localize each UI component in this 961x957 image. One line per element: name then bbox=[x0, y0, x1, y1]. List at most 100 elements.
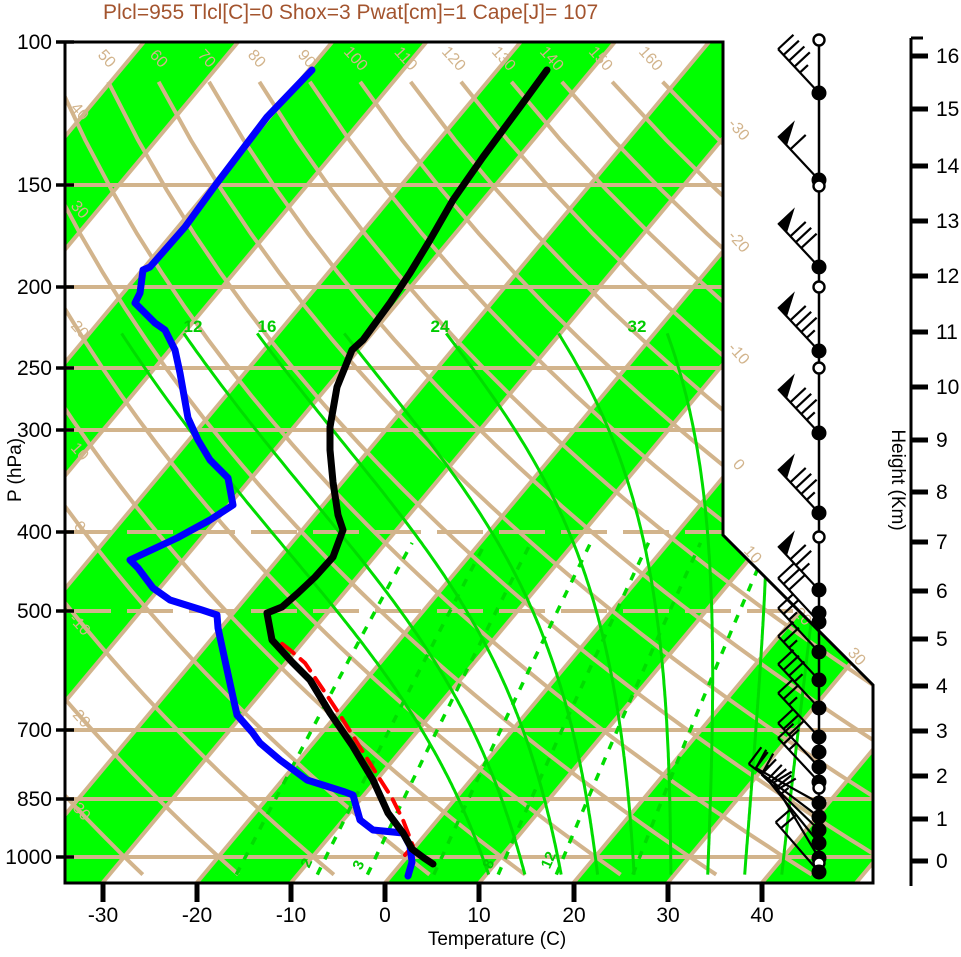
wind-barb-half bbox=[799, 64, 809, 74]
tick-label: 12 bbox=[936, 265, 959, 288]
tick-label: 14 bbox=[936, 155, 960, 178]
pressure-axis-label: P (hPa) bbox=[5, 437, 26, 503]
wind-barb-full bbox=[769, 768, 787, 784]
wind-level-circle bbox=[812, 280, 826, 294]
dry-adiabat-line bbox=[358, 80, 873, 877]
wind-barb-full bbox=[795, 473, 812, 489]
wind-barb-shaft bbox=[777, 306, 820, 352]
wind-level-dot bbox=[811, 835, 827, 851]
isotherm-line bbox=[289, 42, 873, 883]
wind-barb-full bbox=[777, 562, 795, 579]
wind-barb-full bbox=[789, 221, 807, 238]
tick-label: 10 bbox=[467, 904, 490, 927]
tick-label: 150 bbox=[17, 174, 52, 197]
wind-barb-shaft bbox=[755, 767, 820, 804]
wind-barb-full bbox=[777, 33, 795, 50]
wind-barb-full bbox=[782, 598, 800, 615]
wind-barb-full bbox=[760, 758, 777, 776]
wind-barb-half bbox=[793, 673, 804, 683]
wind-level-dot bbox=[811, 644, 827, 660]
tick-label: 9 bbox=[936, 429, 948, 452]
chart-title: Plcl=955 Tlcl[C]=0 Shox=3 Pwat[cm]=1 Cap… bbox=[103, 1, 599, 24]
moist-adiabat-line bbox=[343, 332, 600, 875]
height-axis-label: Height (Km) bbox=[887, 429, 908, 531]
wind-level-dot bbox=[811, 809, 827, 825]
tick-label: 850 bbox=[17, 788, 52, 811]
dry-adiabat-line bbox=[65, 81, 336, 877]
wind-barb-half bbox=[800, 562, 811, 572]
wind-barb-flag bbox=[778, 453, 795, 479]
moist-adiabat-line bbox=[557, 332, 673, 875]
wind-barb-flag bbox=[778, 291, 795, 317]
wind-barb-full bbox=[795, 393, 812, 409]
wind-barb-shaft bbox=[777, 737, 820, 783]
x-tick bbox=[288, 884, 294, 902]
x-tick bbox=[759, 884, 765, 902]
tick-label: 1000 bbox=[5, 846, 52, 869]
wind-barb-shaft bbox=[777, 222, 820, 268]
dewpoint-curve bbox=[126, 66, 416, 880]
tick-label: 300 bbox=[17, 419, 52, 442]
wind-barb-full bbox=[777, 592, 795, 609]
wind-barb-full bbox=[782, 568, 800, 585]
wind-barb-full bbox=[782, 626, 800, 643]
wind-barb-half bbox=[788, 696, 798, 706]
wind-barb-full bbox=[780, 813, 798, 830]
grid-label: 12 bbox=[538, 849, 560, 871]
grid-label: 160 bbox=[635, 43, 666, 74]
wind-level-dot bbox=[811, 795, 827, 811]
wind-barb-flag bbox=[778, 207, 795, 233]
wind-barb-full bbox=[782, 683, 800, 700]
sounding-curves bbox=[126, 66, 551, 880]
wind-barb-flag bbox=[778, 373, 795, 399]
wind-barb-shaft bbox=[777, 635, 820, 681]
wind-barb-full bbox=[789, 544, 807, 561]
wind-level-circle bbox=[812, 361, 826, 375]
wind-barb-half bbox=[805, 329, 816, 339]
grid-label: 120 bbox=[438, 43, 469, 74]
isotherm-line bbox=[100, 42, 805, 883]
isotherm-line bbox=[65, 42, 428, 883]
tick-label: 15 bbox=[936, 98, 959, 121]
wind-barb-shaft bbox=[772, 782, 820, 859]
wind-barb-half bbox=[805, 491, 816, 501]
wind-level-dot bbox=[811, 582, 827, 598]
wind-barb-half bbox=[805, 411, 816, 421]
wind-barb-shaft bbox=[769, 781, 820, 844]
wind-barb-full bbox=[795, 550, 812, 566]
x-tick bbox=[100, 884, 106, 902]
axes: -30 -20 -10 0 10 20 30 401001502002503004005007… bbox=[5, 31, 959, 927]
wind-barb-flag bbox=[778, 120, 795, 146]
wind-barb-full bbox=[793, 51, 811, 68]
dry-adiabat-line bbox=[257, 80, 873, 877]
x-tick bbox=[476, 884, 482, 902]
wind-level-dot bbox=[811, 614, 827, 630]
dry-adiabat-line bbox=[65, 80, 813, 877]
moist-adiabat-line bbox=[255, 332, 563, 875]
wind-barb-full bbox=[789, 305, 807, 322]
wind-level-dot bbox=[811, 759, 827, 775]
grid-label: 80 bbox=[244, 47, 269, 72]
dry-adiabat-line bbox=[156, 80, 873, 877]
tick-label: 200 bbox=[17, 276, 52, 299]
tick-label: 100 bbox=[17, 31, 52, 54]
tick-label: 0 bbox=[936, 850, 948, 873]
wind-barb-full bbox=[773, 770, 793, 784]
grid-label: 50 bbox=[94, 47, 119, 72]
wind-barb-full bbox=[788, 574, 806, 591]
wind-barb-column bbox=[747, 33, 827, 880]
grid-label: 32 bbox=[628, 317, 647, 336]
wind-barb-shaft bbox=[777, 388, 820, 434]
wind-barb-full bbox=[800, 232, 818, 249]
wind-barb-full bbox=[766, 764, 783, 781]
wind-level-dot bbox=[811, 672, 827, 688]
tick-label: 500 bbox=[17, 600, 52, 623]
tick-label: 20 bbox=[562, 904, 585, 927]
wind-barb-full bbox=[777, 777, 797, 791]
grid-label: 24 bbox=[431, 317, 450, 336]
dry-adiabat-line bbox=[65, 81, 145, 877]
grid-label: 3 bbox=[349, 858, 368, 873]
tick-label: 40 bbox=[750, 904, 773, 927]
